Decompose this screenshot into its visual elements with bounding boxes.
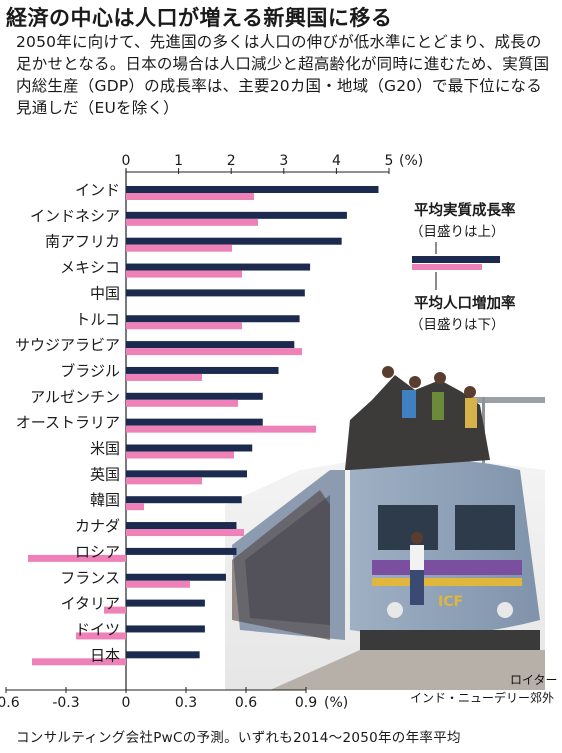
population-bar xyxy=(126,218,258,226)
gdp-bar xyxy=(126,625,205,633)
gdp-bar xyxy=(126,599,205,607)
top-tick-label: 2 xyxy=(227,153,236,169)
category-label: 日本 xyxy=(90,646,120,664)
top-tick-label: 3 xyxy=(279,153,288,169)
train-photo: ICF xyxy=(225,366,545,690)
gdp-bar xyxy=(126,237,342,245)
gdp-bar xyxy=(126,289,305,297)
population-bar xyxy=(126,477,202,485)
category-label: ブラジル xyxy=(60,362,120,380)
gdp-bar xyxy=(126,263,311,271)
gdp-bar xyxy=(126,418,263,426)
bottom-tick-label: 0 xyxy=(122,695,131,711)
population-bar xyxy=(126,451,234,459)
population-bar xyxy=(126,399,238,407)
gdp-bar xyxy=(126,444,253,452)
category-label: サウジアラビア xyxy=(15,336,120,354)
bottom-tick-label: -0.6 xyxy=(0,695,20,711)
category-label: メキシコ xyxy=(60,259,120,277)
category-label: インドネシア xyxy=(30,207,120,225)
gdp-bar xyxy=(126,573,226,581)
category-label: カナダ xyxy=(75,517,120,535)
svg-text:ICF: ICF xyxy=(438,594,463,610)
legend-gdp-note: （目盛りは上） xyxy=(410,224,505,240)
top-axis-unit: (%) xyxy=(399,153,423,169)
category-label: 南アフリカ xyxy=(45,233,120,251)
top-tick-label: 1 xyxy=(174,153,183,169)
bars xyxy=(28,186,379,666)
category-label: イタリア xyxy=(61,595,120,613)
bottom-tick-label: 0.6 xyxy=(235,695,257,711)
bottom-axis-unit: (%) xyxy=(324,695,348,711)
legend-pop-note: （目盛りは下） xyxy=(410,317,505,333)
population-bar xyxy=(32,658,126,666)
legend-gdp-title: 平均実質成長率 xyxy=(414,201,516,219)
category-label: フランス xyxy=(60,569,120,587)
legend-pop-title: 平均人口増加率 xyxy=(414,294,516,312)
top-tick-label: 4 xyxy=(332,153,341,169)
category-label: 米国 xyxy=(90,440,120,458)
lede-text: 2050年に向けて、先進国の多くは人口の伸びが低水準にとどまり、成長の足かせとな… xyxy=(16,33,550,117)
bottom-axis: -0.6 -0.3 0 0.3 0.6 0.9 (%) xyxy=(0,687,348,711)
gdp-bar xyxy=(126,315,300,323)
category-label: ロシア xyxy=(75,543,120,561)
population-bar xyxy=(126,322,242,330)
category-label: オーストラリア xyxy=(16,414,120,432)
population-bar xyxy=(126,270,242,278)
gdp-bar xyxy=(126,341,295,349)
category-label: 中国 xyxy=(90,284,120,302)
gdp-bar xyxy=(126,651,200,659)
category-label: 韓国 xyxy=(90,491,120,509)
category-label: インド xyxy=(75,181,120,199)
gdp-bar xyxy=(126,522,237,530)
population-bar xyxy=(28,554,126,562)
category-label: 英国 xyxy=(90,465,120,483)
population-bar xyxy=(126,580,190,588)
gdp-bar xyxy=(126,392,263,400)
legend: 平均実質成長率 （目盛りは上） 平均人口増加率 （目盛りは下） xyxy=(410,201,516,333)
category-labels: インドインドネシア南アフリカメキシコ中国トルコサウジアラビアブラジルアルゼンチン… xyxy=(15,181,120,664)
bottom-tick-label: 0.9 xyxy=(295,695,317,711)
population-bar xyxy=(126,503,144,511)
population-bar xyxy=(126,425,316,433)
footer-note: コンサルティング会社PwCの予測。いずれも2014～2050年の年率平均 xyxy=(16,730,461,746)
category-label: アルゼンチン xyxy=(30,388,120,406)
population-bar xyxy=(104,606,126,614)
top-axis: 0 1 2 3 4 5 (%) xyxy=(122,153,423,174)
population-bar xyxy=(126,193,254,200)
top-tick-label: 5 xyxy=(385,153,394,169)
photo-caption: インド・ニューデリー郊外 xyxy=(410,690,554,705)
legend-pop-swatch xyxy=(412,264,482,270)
top-tick-label: 0 xyxy=(122,153,131,169)
gdp-bar xyxy=(126,470,247,478)
population-bar xyxy=(126,529,244,537)
chart-title: 経済の中心は人口が増える新興国に移る xyxy=(6,6,393,30)
gdp-bar xyxy=(126,211,347,219)
gdp-bar xyxy=(126,496,242,504)
population-bar xyxy=(126,348,302,356)
bottom-tick-label: 0.3 xyxy=(175,695,197,711)
legend-gdp-swatch xyxy=(412,256,500,263)
gdp-bar xyxy=(126,366,279,374)
population-bar xyxy=(126,244,232,252)
category-label: トルコ xyxy=(75,310,120,328)
gdp-bar xyxy=(126,547,237,555)
gdp-bar xyxy=(126,186,379,193)
population-bar xyxy=(76,632,126,640)
photo-credit: ロイター xyxy=(510,673,558,687)
bottom-tick-label: -0.3 xyxy=(52,695,79,711)
category-label: ドイツ xyxy=(75,620,120,638)
population-bar xyxy=(126,373,202,381)
